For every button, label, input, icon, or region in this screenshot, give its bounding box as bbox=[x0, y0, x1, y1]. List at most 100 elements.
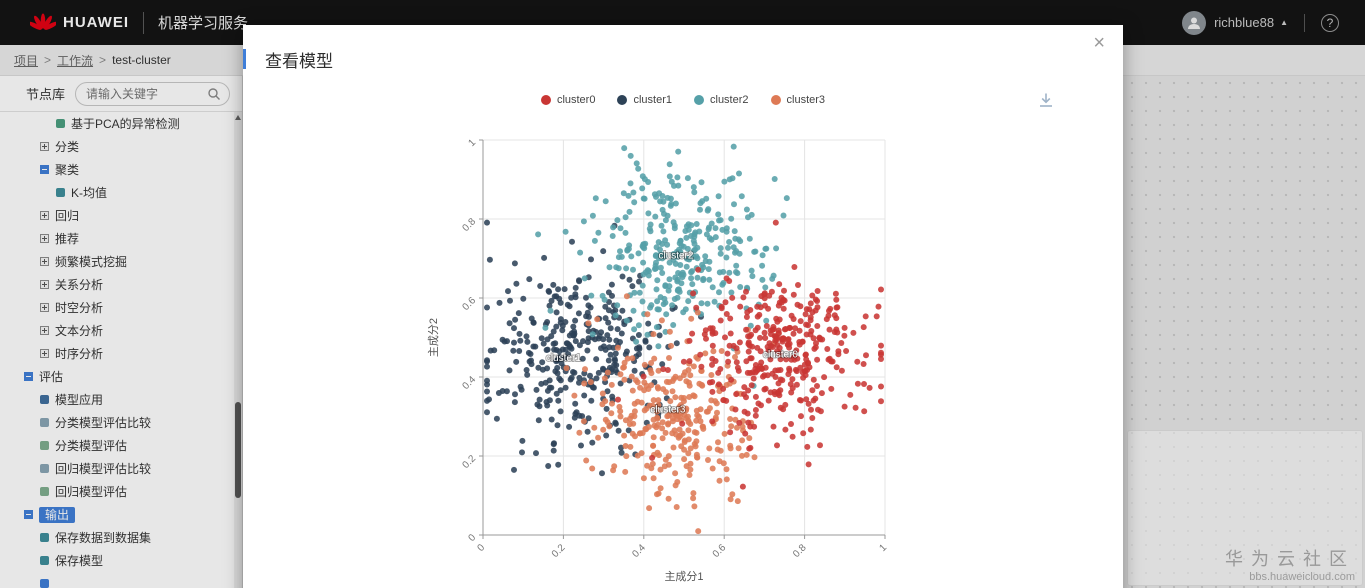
sidebar-title: 节点库 bbox=[26, 87, 66, 102]
tree-item-regression[interactable]: 回归 bbox=[0, 204, 234, 227]
tree-item-reg-model-eval-compare[interactable]: 回归模型评估比较 bbox=[0, 457, 234, 480]
expand-icon[interactable] bbox=[40, 142, 49, 151]
chart-axes: 00 0.2 0.2 0.4 0.4 0.6 0.6 0.8 0.8 1 1 主成分1 主成分2 bbox=[427, 137, 889, 583]
node-type-icon[interactable] bbox=[56, 188, 65, 197]
user-avatar[interactable] bbox=[1182, 10, 1207, 35]
collapse-icon[interactable] bbox=[24, 372, 33, 381]
dialog-title: 查看模型 bbox=[265, 52, 333, 71]
legend-item-cluster3[interactable]: cluster3 bbox=[770, 94, 826, 106]
node-type-icon[interactable] bbox=[40, 579, 49, 588]
scatter-points-cluster3 bbox=[563, 293, 782, 535]
tree-item-label: 保存数据到数据集 bbox=[55, 530, 152, 545]
title-accent-bar bbox=[243, 49, 246, 69]
node-type-icon[interactable] bbox=[40, 487, 49, 496]
legend-label: cluster3 bbox=[786, 94, 826, 106]
search-input[interactable] bbox=[75, 81, 230, 106]
tree-item-label: 回归模型评估 bbox=[55, 484, 128, 499]
svg-text:0.6: 0.6 bbox=[461, 295, 479, 313]
username[interactable]: richblue88 bbox=[1214, 15, 1275, 30]
expand-icon[interactable] bbox=[40, 326, 49, 335]
caret-up-icon[interactable]: ▲ bbox=[1280, 18, 1288, 27]
tree-item-spatiotemporal-analysis[interactable]: 时空分析 bbox=[0, 296, 234, 319]
person-icon bbox=[1188, 17, 1201, 29]
scrollbar-up-icon[interactable] bbox=[235, 115, 241, 120]
node-type-icon[interactable] bbox=[40, 418, 49, 427]
node-type-icon[interactable] bbox=[56, 119, 65, 128]
tree-item-pca-anomaly[interactable]: 基于PCA的异常检测 bbox=[0, 112, 234, 135]
tree-item-label: 分类 bbox=[55, 139, 80, 154]
expand-icon[interactable] bbox=[40, 303, 49, 312]
tree-item-classification[interactable]: 分类 bbox=[0, 135, 234, 158]
tree-item-frequent-pattern-mining[interactable]: 频繁模式挖掘 bbox=[0, 250, 234, 273]
legend-label: cluster1 bbox=[633, 94, 672, 106]
legend-dot-icon bbox=[770, 95, 781, 105]
help-icon[interactable]: ? bbox=[1321, 13, 1339, 32]
download-icon[interactable] bbox=[1037, 91, 1055, 114]
tree-item-label: 时序分析 bbox=[55, 346, 104, 361]
node-tree: 基于PCA的异常检测分类聚类 K-均值回归 推荐 频繁模式挖掘 关系分析 时空分析文本分析… bbox=[0, 112, 234, 588]
close-icon[interactable]: × bbox=[1093, 32, 1105, 54]
legend-item-cluster1[interactable]: cluster1 bbox=[617, 94, 672, 106]
node-type-icon[interactable] bbox=[40, 464, 49, 473]
cluster-scatter-chart: 00 0.2 0.2 0.4 0.4 0.6 0.6 0.8 0.8 1 1 主成分1 主成分2 clus… bbox=[427, 137, 889, 583]
tree-item-text-analysis[interactable]: 文本分析 bbox=[0, 319, 234, 342]
sidebar-scrollbar[interactable] bbox=[234, 112, 242, 588]
tree-item-cls-model-eval[interactable]: 分类模型评估 bbox=[0, 434, 234, 457]
expand-icon[interactable] bbox=[40, 211, 49, 220]
tree-item-label: K-均值 bbox=[71, 185, 108, 200]
tree-item-relation-analysis[interactable]: 关系分析 bbox=[0, 273, 234, 296]
node-type-icon[interactable] bbox=[40, 395, 49, 404]
tree-item-output[interactable]: 输出 bbox=[0, 503, 234, 526]
collapse-icon[interactable] bbox=[24, 510, 33, 519]
legend-item-cluster2[interactable]: cluster2 bbox=[694, 94, 749, 106]
legend-item-cluster0[interactable]: cluster0 bbox=[540, 94, 595, 106]
scrollbar-thumb[interactable] bbox=[235, 402, 241, 498]
node-type-icon[interactable] bbox=[40, 556, 49, 565]
expand-icon[interactable] bbox=[40, 280, 49, 289]
node-type-icon[interactable] bbox=[40, 533, 49, 542]
tree-item-partial-node[interactable] bbox=[0, 572, 234, 588]
search-icon[interactable] bbox=[207, 87, 221, 101]
brand-text: HUAWEI bbox=[63, 14, 129, 31]
x-axis-label: 主成分1 bbox=[664, 570, 703, 583]
tree-item-label: 基于PCA的异常检测 bbox=[71, 116, 180, 131]
watermark: 华为云社区 bbs.huaweicloud.com bbox=[1225, 545, 1355, 583]
tree-item-model-apply[interactable]: 模型应用 bbox=[0, 388, 234, 411]
cluster-label-cluster0: cluster0 bbox=[763, 349, 798, 360]
tree-item-label: 文本分析 bbox=[55, 323, 104, 338]
tree-item-save-model[interactable]: 保存模型 bbox=[0, 549, 234, 572]
tree-item-evaluation[interactable]: 评估 bbox=[0, 365, 234, 388]
view-model-dialog: 查看模型 × cluster0 cluster1 cluster2 cluster3 … bbox=[243, 25, 1123, 588]
node-type-icon[interactable] bbox=[40, 441, 49, 450]
cluster-label-cluster2: cluster2 bbox=[658, 251, 693, 262]
breadcrumb-item-0[interactable]: 项目 bbox=[14, 53, 39, 68]
legend-label: cluster2 bbox=[710, 94, 749, 106]
scatter-points-cluster0 bbox=[615, 219, 884, 490]
expand-icon[interactable] bbox=[40, 257, 49, 266]
tree-item-label: 模型应用 bbox=[55, 392, 104, 407]
svg-text:0.2: 0.2 bbox=[461, 453, 479, 471]
tree-item-reg-model-eval[interactable]: 回归模型评估 bbox=[0, 480, 234, 503]
tree-item-time-series-analysis[interactable]: 时序分析 bbox=[0, 342, 234, 365]
y-axis-label: 主成分2 bbox=[427, 318, 440, 357]
tree-item-clustering[interactable]: 聚类 bbox=[0, 158, 234, 181]
tree-item-recommendation[interactable]: 推荐 bbox=[0, 227, 234, 250]
collapse-icon[interactable] bbox=[40, 165, 49, 174]
tree-item-label: 分类模型评估 bbox=[55, 438, 128, 453]
app-title: 机器学习服务 bbox=[158, 15, 249, 32]
tree-item-label: 评估 bbox=[39, 369, 64, 384]
cluster-labels: cluster0 cluster1 cluster2 cluster3 bbox=[545, 250, 800, 417]
expand-icon[interactable] bbox=[40, 234, 49, 243]
tree-item-kmeans[interactable]: K-均值 bbox=[0, 181, 234, 204]
sidebar-header: 节点库 bbox=[0, 76, 242, 112]
breadcrumb-item-1[interactable]: 工作流 bbox=[57, 53, 94, 68]
header-divider bbox=[143, 11, 144, 34]
tree-item-cls-model-eval-compare[interactable]: 分类模型评估比较 bbox=[0, 411, 234, 434]
huawei-logo: HUAWEI bbox=[0, 13, 129, 33]
expand-icon[interactable] bbox=[40, 349, 49, 358]
breadcrumb-item-2: test-cluster bbox=[112, 53, 171, 67]
scatter-points-cluster2 bbox=[535, 143, 790, 389]
tree-item-save-data-to-dataset[interactable]: 保存数据到数据集 bbox=[0, 526, 234, 549]
svg-text:1: 1 bbox=[466, 137, 478, 149]
